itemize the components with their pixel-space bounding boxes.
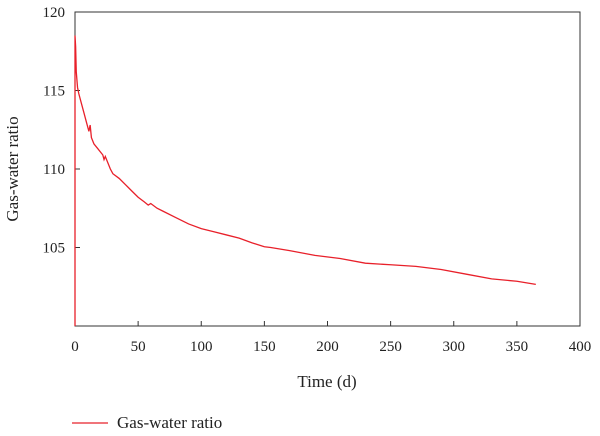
y-tick-label: 105 <box>43 241 66 257</box>
x-tick-label: 200 <box>316 339 339 355</box>
x-axis-title: Time (d) <box>297 372 356 391</box>
x-tick-label: 400 <box>569 339 592 355</box>
plot-frame <box>74 11 581 327</box>
x-tick-label: 350 <box>506 339 529 355</box>
series-line-gas-water-ratio <box>74 35 536 326</box>
y-tick-label: 115 <box>43 84 65 100</box>
x-tick-label: 250 <box>379 339 402 355</box>
legend: Gas-water ratio <box>72 413 222 432</box>
y-tick-label: 110 <box>43 162 65 178</box>
y-axis-title: Gas-water ratio <box>3 116 22 221</box>
x-tick-label: 50 <box>131 339 146 355</box>
x-tick-label: 300 <box>443 339 466 355</box>
legend-label: Gas-water ratio <box>117 413 222 432</box>
x-tick-label: 100 <box>190 339 213 355</box>
x-tick-label: 150 <box>253 339 276 355</box>
y-axis-ticks: 105 110 115 120 <box>43 5 80 257</box>
y-tick-label: 120 <box>43 5 66 21</box>
x-tick-label: 0 <box>71 339 79 355</box>
x-axis-ticks: 0 50 100 150 200 250 300 350 400 <box>71 321 591 355</box>
